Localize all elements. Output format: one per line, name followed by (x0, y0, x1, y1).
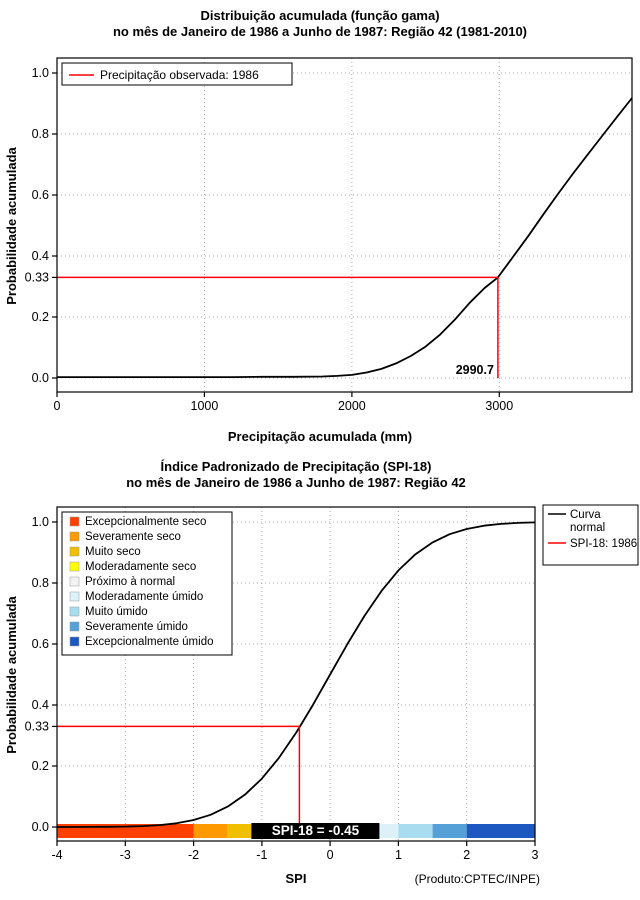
y-axis-label: Probabilidade acumulada (4, 146, 19, 304)
x-tick-label: -1 (256, 848, 267, 862)
precipitation-cdf-chart: 2990.7 0 1000 2000 3000 0.0 0.2 0.4 0.6 0.8 1.0 0.3… (4, 57, 633, 444)
plot-border (56, 506, 536, 842)
spi-value-label: SPI-18 = -0.45 (272, 823, 360, 838)
y-tick-label: 0.33 (25, 270, 49, 284)
legend-label: Excepcionalmente úmido (85, 636, 214, 648)
legend-label: Muito úmido (85, 606, 148, 618)
legend-box (542, 504, 639, 566)
x-tick-label: -2 (188, 848, 199, 862)
axis-ticks (52, 521, 536, 846)
y-tick-label: 1.0 (32, 66, 49, 80)
y-tick-label: 0.8 (32, 127, 49, 141)
y-tick-label: 0.2 (32, 310, 49, 324)
x-axis-label: Precipitação acumulada (mm) (228, 429, 412, 444)
legend-label: Muito seco (85, 546, 141, 558)
y-tick-label: 0.6 (32, 188, 49, 202)
precipitation-value-label: 2990.7 (456, 363, 494, 377)
legend-color-swatch (69, 546, 80, 557)
x-tick-label: 1000 (191, 399, 219, 413)
axis-ticks (52, 72, 500, 397)
x-tick-label: 0 (54, 399, 61, 413)
legend-color-swatch (69, 561, 80, 572)
plot-border (56, 57, 633, 393)
legend-label: SPI-18: 1986 (570, 538, 637, 550)
band-segment (193, 824, 228, 838)
band-segment (398, 824, 433, 838)
y-tick-label: 0.0 (32, 371, 49, 385)
x-tick-label: 3 (532, 848, 539, 862)
grid-lines (56, 58, 632, 392)
legend-color-swatch (69, 621, 80, 632)
legend-label: Excepcionalmente seco (85, 516, 206, 528)
x-tick-label: 0 (327, 848, 334, 862)
y-tick-label: 0.4 (32, 249, 49, 263)
legend-box (61, 62, 293, 86)
legend-color-swatch (69, 531, 80, 542)
chart1-title: Distribuição acumulada (função gama) (200, 8, 440, 23)
y-tick-label: 0.0 (32, 820, 49, 834)
legend-color-swatch (69, 516, 80, 527)
spi-cdf-chart: SPI-18 = -0.45 -4 -3 -2 -1 0 1 2 3 0.0 0.2 0.4 0.6 0.… (4, 504, 639, 886)
legend-label: Moderadamente seco (85, 561, 196, 573)
cdf-curve (57, 97, 633, 379)
legend-label: Curva (570, 509, 601, 521)
y-axis-label: Probabilidade acumulada (4, 595, 19, 753)
chart2-subtitle: no mês de Janeiro de 1986 a Junho de 198… (126, 475, 466, 490)
y-tick-label: 1.0 (32, 515, 49, 529)
legend-label: Próximo à normal (85, 576, 175, 588)
band-segment (466, 824, 535, 838)
cdf-curve (57, 521, 536, 828)
x-tick-label: 2000 (338, 399, 366, 413)
legend-color-swatch (69, 591, 80, 602)
y-tick-label: 0.4 (32, 698, 49, 712)
x-tick-label: -4 (51, 848, 62, 862)
annotation-label-bg (251, 823, 380, 839)
x-tick-label: 3000 (485, 399, 513, 413)
legend-label: Precipitação observada: 1986 (100, 68, 259, 82)
y-tick-label: 0.33 (25, 719, 49, 733)
x-tick-label: 1 (395, 848, 402, 862)
product-credit: (Produto:CPTEC/INPE) (414, 872, 540, 886)
y-tick-label: 0.6 (32, 637, 49, 651)
legend-color-swatch (69, 576, 80, 587)
legend-label: Moderadamente úmido (85, 591, 203, 603)
x-tick-label: -3 (120, 848, 131, 862)
legend-color-swatch (69, 636, 80, 647)
x-axis-label: SPI (286, 871, 307, 886)
legend-box (61, 511, 233, 656)
legend-label: Severamente úmido (85, 621, 188, 633)
legend-label: normal (570, 522, 605, 534)
chart2-title: Índice Padronizado de Precipitação (SPI-… (160, 459, 432, 474)
y-tick-label: 0.8 (32, 576, 49, 590)
legend-label: Severamente seco (85, 531, 181, 543)
x-tick-label: 2 (463, 848, 470, 862)
y-tick-label: 0.2 (32, 759, 49, 773)
legend-color-swatch (69, 606, 80, 617)
chart1-subtitle: no mês de Janeiro de 1986 a Junho de 198… (112, 24, 528, 39)
band-segment (432, 824, 467, 838)
